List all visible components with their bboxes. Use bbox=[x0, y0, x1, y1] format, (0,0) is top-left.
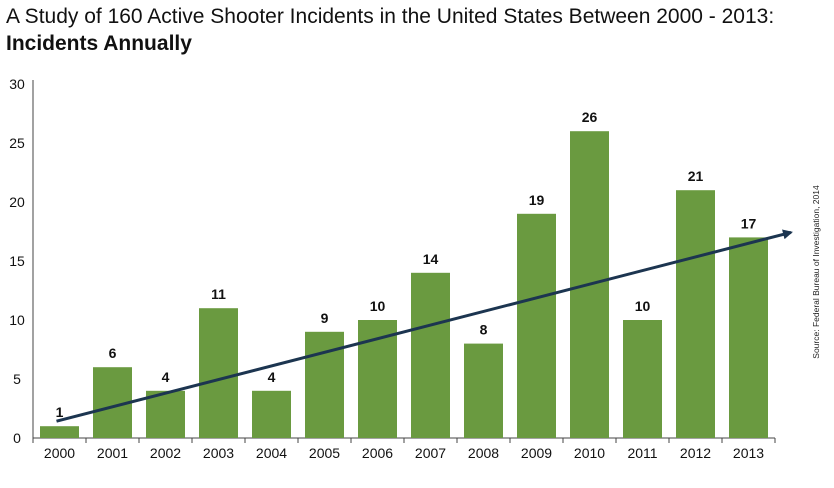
x-tick-label: 2010 bbox=[574, 445, 605, 461]
data-label: 8 bbox=[480, 322, 488, 338]
y-tick-label: 20 bbox=[9, 194, 25, 210]
x-tick-label: 2009 bbox=[521, 445, 552, 461]
data-label: 10 bbox=[635, 298, 651, 314]
x-tick-label: 2007 bbox=[415, 445, 446, 461]
x-tick-label: 2005 bbox=[309, 445, 340, 461]
data-label: 10 bbox=[370, 298, 386, 314]
data-label: 1 bbox=[56, 404, 64, 420]
bar bbox=[411, 272, 450, 438]
bar bbox=[252, 390, 291, 438]
bar bbox=[40, 426, 79, 438]
bar bbox=[146, 390, 185, 438]
data-label: 14 bbox=[423, 251, 439, 267]
x-tick-label: 2011 bbox=[627, 445, 657, 461]
x-tick-label: 2012 bbox=[680, 445, 711, 461]
data-label: 9 bbox=[321, 310, 329, 326]
source-text: Source: Federal Bureau of Investigation,… bbox=[811, 185, 821, 359]
x-tick-label: 2006 bbox=[362, 445, 393, 461]
data-label: 17 bbox=[741, 215, 757, 231]
bar bbox=[623, 320, 662, 438]
y-tick-label: 5 bbox=[13, 371, 21, 387]
y-tick-label: 15 bbox=[9, 253, 25, 269]
x-tick-label: 2013 bbox=[733, 445, 764, 461]
data-label: 26 bbox=[582, 109, 598, 125]
x-tick-label: 2002 bbox=[150, 445, 181, 461]
x-tick-label: 2008 bbox=[468, 445, 499, 461]
y-tick-label: 30 bbox=[9, 76, 25, 92]
bar bbox=[464, 343, 503, 438]
data-label: 6 bbox=[109, 345, 117, 361]
x-tick-label: 2003 bbox=[203, 445, 234, 461]
x-tick-label: 2004 bbox=[256, 445, 287, 461]
bar bbox=[729, 237, 768, 438]
bar bbox=[199, 308, 238, 438]
bar bbox=[517, 213, 556, 438]
data-label: 19 bbox=[529, 192, 545, 208]
x-tick-label: 2001 bbox=[97, 445, 128, 461]
y-tick-label: 25 bbox=[9, 135, 25, 151]
chart-title: A Study of 160 Active Shooter Incidents … bbox=[6, 5, 775, 28]
data-label: 21 bbox=[688, 168, 704, 184]
chart-subtitle: Incidents Annually bbox=[6, 32, 192, 55]
data-label: 11 bbox=[211, 286, 226, 302]
x-tick-label: 2000 bbox=[44, 445, 75, 461]
y-tick-label: 10 bbox=[9, 312, 25, 328]
data-label: 4 bbox=[268, 369, 276, 385]
y-tick-label: 0 bbox=[13, 430, 21, 446]
trend-arrow bbox=[56, 229, 793, 423]
bar bbox=[676, 190, 715, 438]
data-label: 4 bbox=[162, 369, 170, 385]
